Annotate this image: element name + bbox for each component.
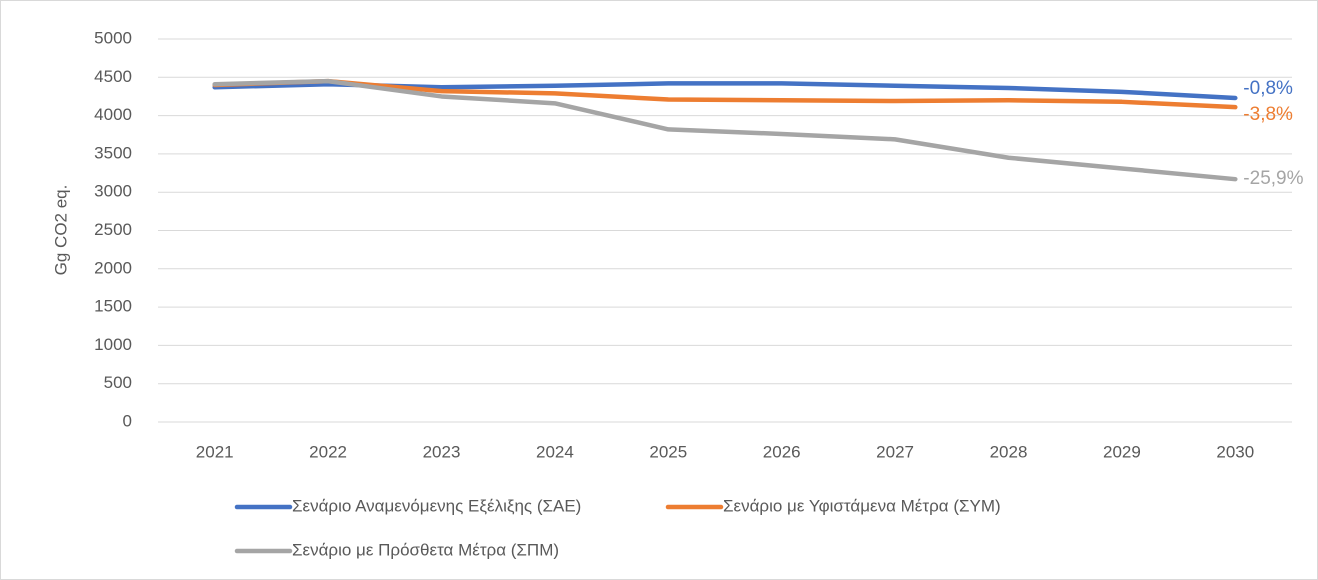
x-tick-label: 2030	[1216, 442, 1254, 461]
series-line	[212, 78, 1238, 110]
x-tick-label: 2023	[423, 442, 461, 461]
y-tick-label: 3500	[94, 143, 132, 162]
legend-label: Σενάριο Αναμενόμενης Εξέλιξης (ΣΑΕ)	[292, 496, 581, 515]
legend-label: Σενάριο με Υφιστάμενα Μέτρα (ΣΥΜ)	[723, 496, 1001, 515]
x-tick-label: 2022	[309, 442, 347, 461]
x-tick-label: 2027	[876, 442, 914, 461]
x-tick-label: 2021	[196, 442, 234, 461]
y-tick-label: 1000	[94, 335, 132, 354]
y-tick-label: 2500	[94, 220, 132, 239]
y-tick-label: 4000	[94, 105, 132, 124]
y-tick-label: 2000	[94, 258, 132, 277]
y-tick-label: 1500	[94, 297, 132, 316]
end-label: -0,8%	[1243, 78, 1293, 99]
x-tick-label: 2025	[649, 442, 687, 461]
y-tick-label: 5000	[94, 28, 132, 47]
end-label: -3,8%	[1243, 104, 1293, 125]
legend-label: Σενάριο με Πρόσθετα Μέτρα (ΣΠΜ)	[292, 540, 559, 559]
y-tick-label: 4500	[94, 67, 132, 86]
y-tick-label: 0	[123, 411, 132, 430]
y-tick-label: 3000	[94, 182, 132, 201]
x-tick-label: 2029	[1103, 442, 1141, 461]
x-tick-label: 2026	[763, 442, 801, 461]
x-tick-label: 2024	[536, 442, 574, 461]
y-tick-label: 500	[104, 373, 132, 392]
end-label: -25,9%	[1243, 168, 1303, 189]
x-tick-label: 2028	[990, 442, 1028, 461]
y-axis-label: Gg CO2 eq.	[51, 185, 70, 276]
series-line	[212, 78, 1238, 182]
